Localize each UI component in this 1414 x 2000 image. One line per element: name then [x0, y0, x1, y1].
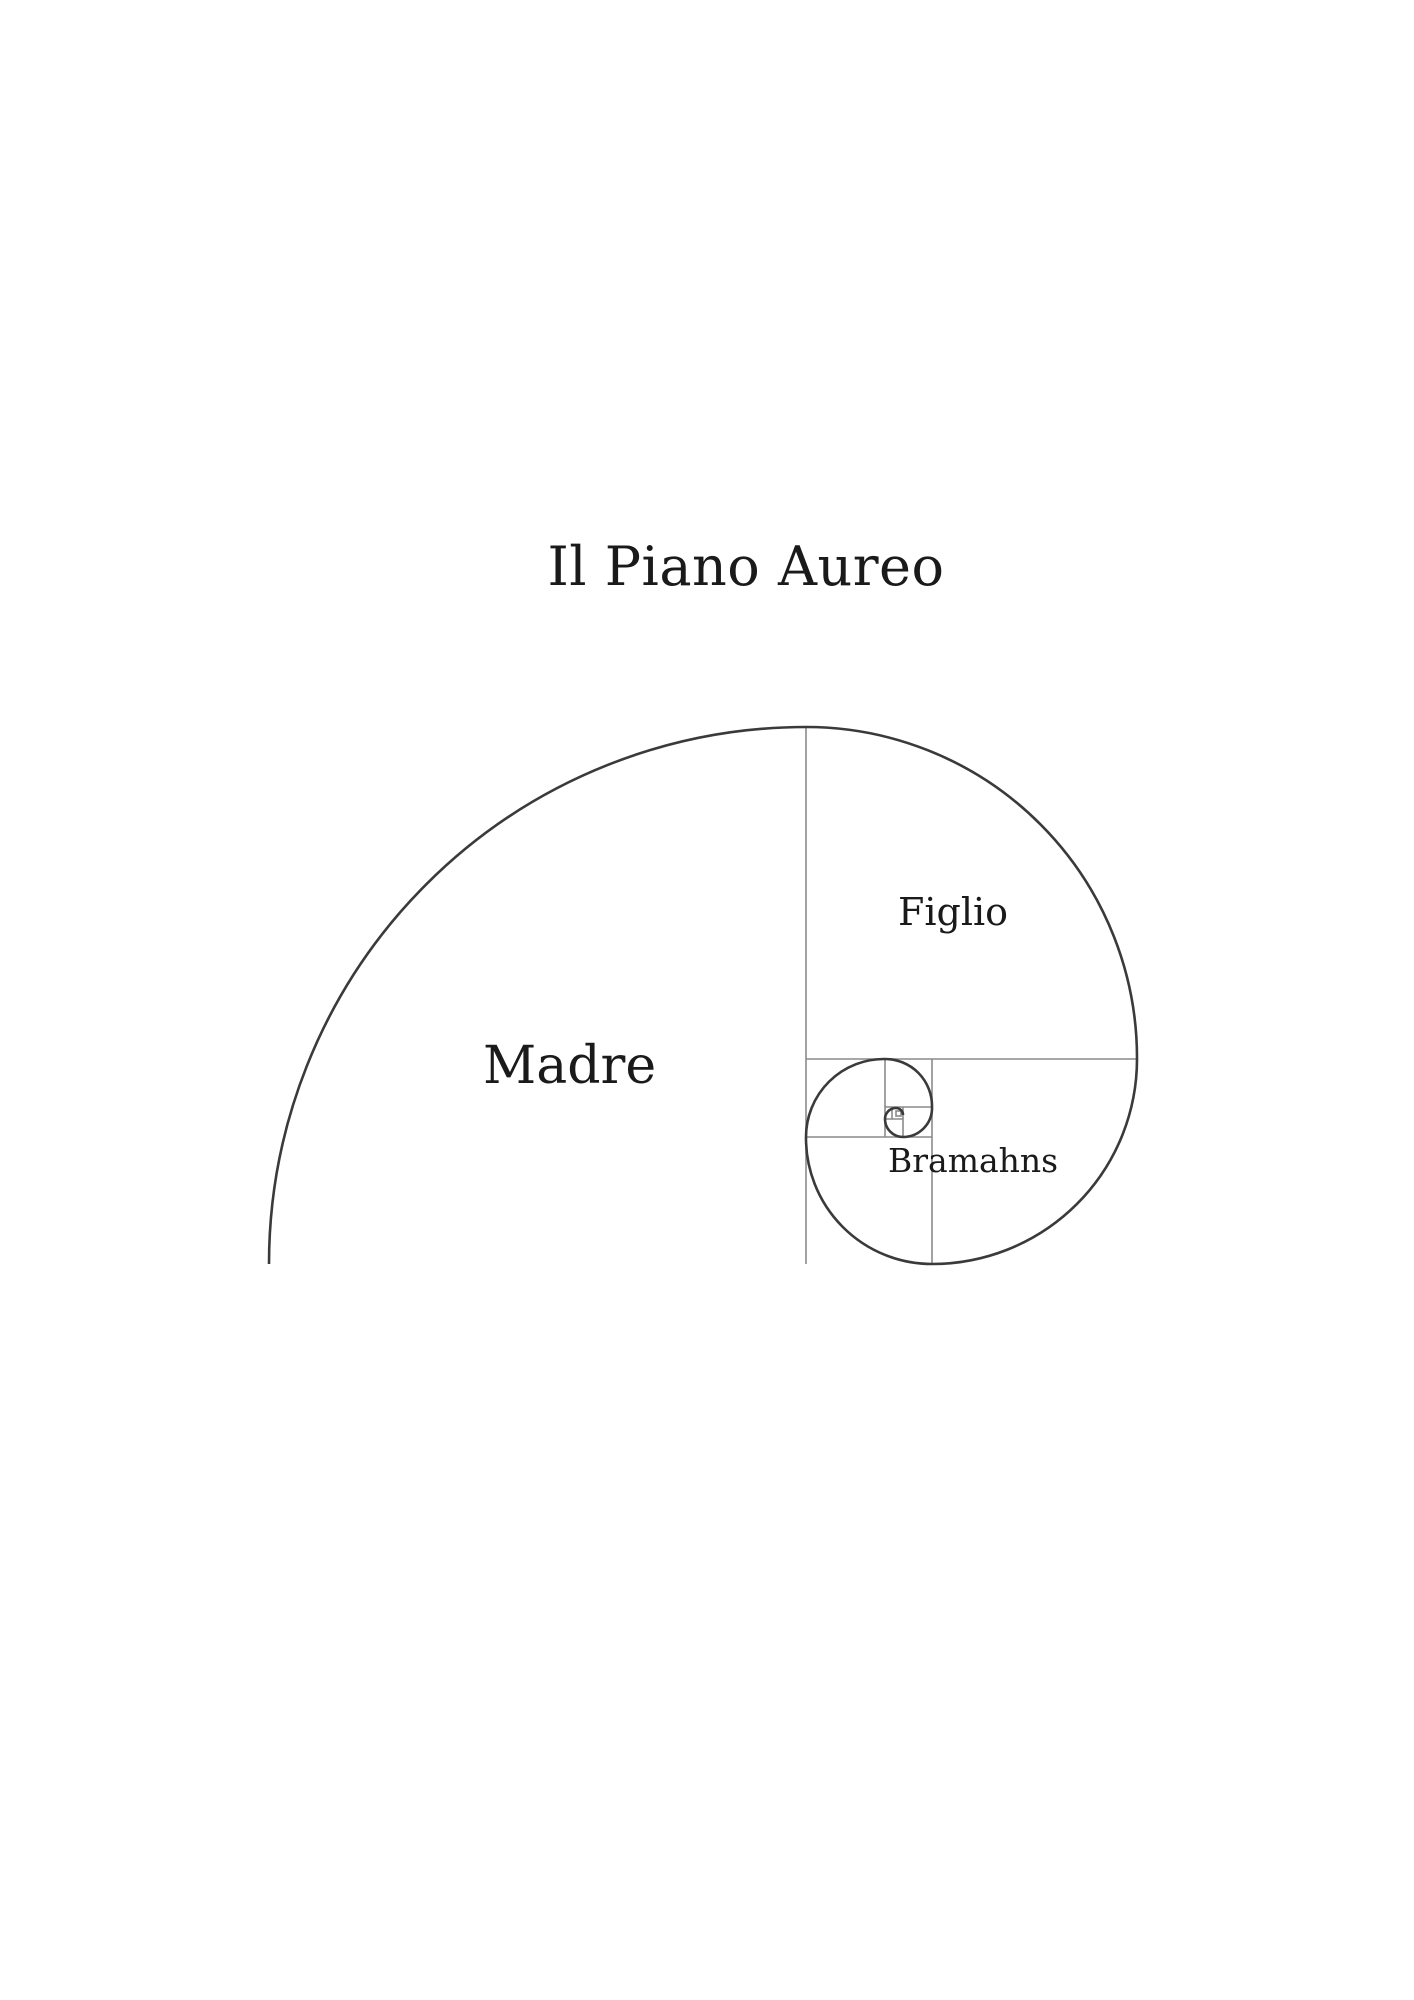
grid-tiny-square	[895, 1110, 902, 1117]
page-title: Il Piano Aureo	[547, 535, 945, 598]
golden-grid	[805, 727, 1137, 1264]
golden-spiral-curve	[267, 725, 1139, 1266]
label-madre: Madre	[483, 1036, 657, 1096]
label-figlio: Figlio	[898, 890, 1009, 934]
label-bramahns: Bramahns	[888, 1141, 1059, 1180]
